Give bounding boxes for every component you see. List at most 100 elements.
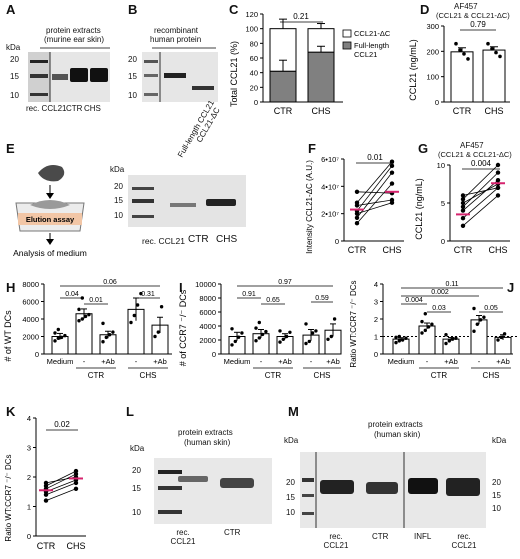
kda-label: kDa xyxy=(6,43,21,52)
panel-label: G xyxy=(418,141,429,156)
elution-assay-diagram: Elution assay Analysis of medium xyxy=(13,165,87,258)
x-tick-label: +Ab xyxy=(444,357,458,366)
x-tick-label: - xyxy=(426,357,429,366)
data-point xyxy=(101,340,105,344)
mw-marker: 10 xyxy=(128,91,137,100)
y-tick-label: 100 xyxy=(245,25,258,34)
panel-e: E Elution assay Analysis of medium kDa 2… xyxy=(0,135,260,260)
y-tick-label: 200 xyxy=(426,47,439,56)
legend-label: CCL21 xyxy=(354,50,377,59)
data-point xyxy=(53,331,57,335)
panel-label: D xyxy=(420,2,430,17)
data-point xyxy=(284,334,289,339)
panel-label: C xyxy=(229,2,239,17)
y-tick-label: 80 xyxy=(250,39,258,48)
data-point xyxy=(329,334,333,339)
mw-marker: 10 xyxy=(114,211,123,220)
blot-title: protein extracts xyxy=(368,420,423,429)
data-point xyxy=(472,329,476,333)
mw-marker: 15 xyxy=(114,196,123,205)
blot-subtitle: (human skin) xyxy=(184,438,231,447)
data-point xyxy=(354,215,360,220)
paired-line xyxy=(462,164,499,200)
data-point xyxy=(499,335,503,340)
group-label: CHS xyxy=(140,371,157,380)
data-point xyxy=(77,319,81,323)
group-label: CTR xyxy=(88,371,105,380)
data-point xyxy=(354,221,360,226)
y-tick-label: 2 xyxy=(27,473,31,482)
paired-line xyxy=(356,202,393,215)
legend-label: Full-length xyxy=(354,41,389,50)
lane-label: CTR xyxy=(224,528,241,537)
panel-c: C Total CCL21 (%) 0 20 40 60 80 100 120 0.21 C… xyxy=(225,0,400,125)
data-point xyxy=(495,193,501,198)
x-tick-label: - xyxy=(310,357,313,366)
lane-label: CHS xyxy=(84,104,101,113)
data-point xyxy=(482,315,486,319)
lane-label: CTR xyxy=(188,234,209,245)
data-point xyxy=(460,223,466,228)
p-value: 0.01 xyxy=(89,297,103,304)
chart-g: CCL21 (ng/mL) 0 5 10 0.004 CTR CHS xyxy=(414,159,510,255)
data-point xyxy=(389,170,395,175)
western-blot-b xyxy=(142,47,218,102)
data-point xyxy=(288,330,292,334)
paired-line xyxy=(45,488,77,501)
data-point xyxy=(354,200,360,205)
mw-marker: 10 xyxy=(10,91,19,100)
data-point xyxy=(240,331,244,335)
p-value: 0.05 xyxy=(484,305,498,312)
data-point xyxy=(454,336,458,340)
y-tick-label: 6000 xyxy=(199,308,216,317)
group-label: CHS xyxy=(314,371,331,380)
data-point xyxy=(444,341,448,346)
p-value: 0.03 xyxy=(432,305,446,312)
data-point xyxy=(310,331,315,335)
data-point xyxy=(458,48,462,52)
data-point xyxy=(460,204,466,209)
panel-b: B recombinant human protein 20 15 10 Ful… xyxy=(120,0,225,160)
p-value: 0.11 xyxy=(445,281,458,288)
data-point xyxy=(423,328,427,333)
data-point xyxy=(257,336,261,340)
panel-m: M kDa kDa protein extracts (human skin) … xyxy=(280,398,520,558)
x-tick-label: +Ab xyxy=(278,357,292,366)
x-tick-label: CTR xyxy=(454,245,473,255)
y-tick-label: 0 xyxy=(435,98,439,107)
data-point xyxy=(53,339,57,343)
data-point xyxy=(394,335,398,340)
panel-label: K xyxy=(6,404,16,419)
panel-label: I xyxy=(179,280,183,295)
x-tick-label: - xyxy=(135,357,138,366)
data-point xyxy=(159,305,164,309)
group-label: CTR xyxy=(431,371,448,380)
p-value: 0.21 xyxy=(293,12,309,21)
data-point xyxy=(404,336,408,340)
panel-j: J Ratio WT:CCR7 ⁻/⁻ DCs 0 1 2 3 4 0.11 0.002 0… xyxy=(345,278,520,383)
mw-marker: 20 xyxy=(286,478,295,487)
panel-k: K Ratio WT:CCR7 ⁻/⁻ DCs 0 1 2 3 4 0.02 CTR C… xyxy=(0,398,90,558)
paired-line xyxy=(45,473,77,490)
x-tick-label: CHS xyxy=(311,106,330,116)
data-point xyxy=(430,322,434,326)
chart-h: # of WT DCs 0 2000 4000 6000 8000 0.06 0.04 0.… xyxy=(3,279,172,380)
kda-label: kDa xyxy=(492,436,507,445)
data-point xyxy=(56,336,60,340)
chart-f: Intensity CCL21-ΔC (A.U.) 0 2•10⁷ 4•10⁷ 6•1… xyxy=(305,153,404,255)
lane-label: rec. CCL21 xyxy=(451,532,477,550)
y-tick-label: 4000 xyxy=(199,322,216,331)
data-point xyxy=(77,307,81,312)
y-tick-label: 10 xyxy=(437,161,445,170)
data-point xyxy=(400,338,405,342)
data-point xyxy=(326,337,330,341)
mw-marker: 10 xyxy=(286,508,295,517)
data-point xyxy=(389,181,395,186)
x-tick-label: Medium xyxy=(47,357,74,366)
chart-title: AF457 xyxy=(460,141,484,150)
lane-label: rec. CCL21 xyxy=(26,104,67,113)
lane-label: CTR xyxy=(372,532,389,541)
p-value: 0.91 xyxy=(242,291,256,298)
data-point xyxy=(254,326,258,330)
western-blot-e xyxy=(128,175,246,227)
